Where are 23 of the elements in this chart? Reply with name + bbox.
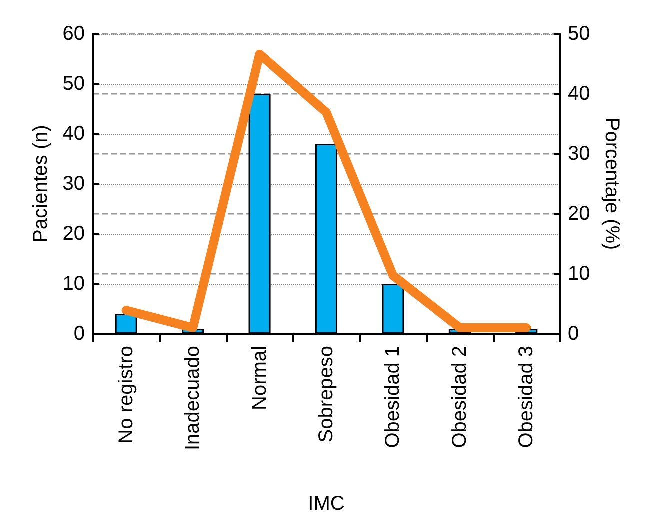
y-tick-label: 20 bbox=[62, 223, 85, 245]
y2-tick-label: 10 bbox=[568, 263, 590, 285]
x-tick-label: Obesidad 3 bbox=[516, 346, 538, 448]
y-axis-title: Pacientes (n) bbox=[30, 125, 52, 243]
y-tick-label: 60 bbox=[62, 23, 85, 45]
x-tick-label: Obesidad 1 bbox=[382, 346, 404, 448]
x-tick-label: Normal bbox=[248, 346, 271, 410]
x-tick-label: Obesidad 2 bbox=[448, 346, 471, 448]
x-tick-label: Inadecuado bbox=[182, 346, 204, 451]
y2-tick-label: 40 bbox=[568, 83, 590, 105]
x-axis-title: IMC bbox=[308, 493, 345, 515]
y2-tick-label: 50 bbox=[568, 23, 590, 45]
y2-tick-label: 30 bbox=[568, 143, 590, 165]
y-tick-label: 40 bbox=[62, 123, 85, 145]
y2-tick-label: 20 bbox=[568, 203, 590, 225]
y-tick-label: 50 bbox=[62, 73, 85, 95]
x-tick-label: Sobrepeso bbox=[316, 346, 338, 443]
x-tick-label: No registro bbox=[115, 346, 138, 444]
y2-axis-title: Porcentaje (%) bbox=[601, 118, 623, 250]
y-tick-label: 30 bbox=[62, 173, 85, 195]
y2-tick-label: 0 bbox=[568, 323, 580, 345]
y-tick-label: 10 bbox=[62, 273, 85, 295]
y-tick-label: 0 bbox=[74, 323, 85, 345]
